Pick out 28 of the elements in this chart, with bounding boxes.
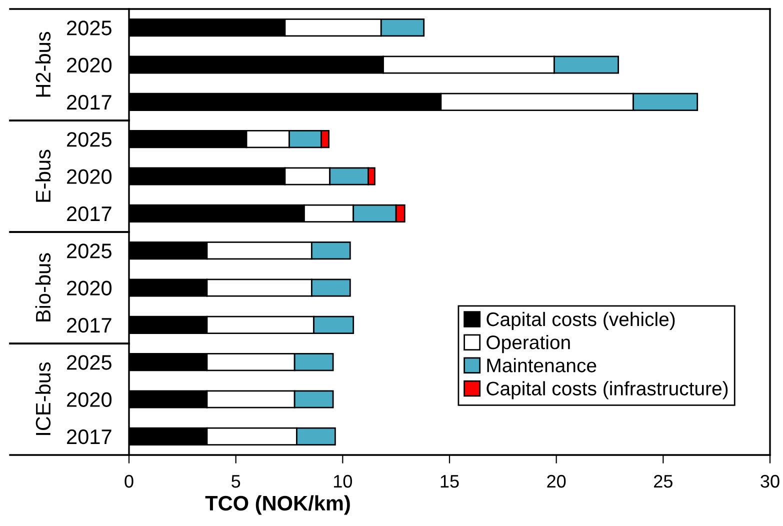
legend-label: Maintenance	[487, 358, 596, 372]
text: E-bus	[35, 150, 51, 202]
y-tick-label: 2025	[67, 244, 112, 258]
y-tick-label: 2025	[67, 132, 112, 147]
x-tick-label: 20	[547, 474, 566, 488]
legend-label: Operation	[486, 335, 570, 354]
legend-label: Capital costs (infrastructure)	[486, 381, 728, 400]
y-tick-label: 2020	[67, 169, 112, 184]
y-tick-label: 2025	[67, 355, 112, 370]
text: H2-bus	[35, 32, 51, 97]
y-tick-label: 2020	[67, 58, 112, 73]
x-tick-label: 10	[334, 474, 352, 488]
x-axis-title: TCO (NOK/km)	[205, 495, 350, 515]
y-tick-label: 2017	[67, 318, 112, 333]
x-tick-label: 15	[440, 475, 459, 488]
y-tick-label: 2020	[67, 392, 112, 408]
y-tick-label: 2017	[67, 429, 112, 444]
x-tick-label: 0	[124, 474, 134, 488]
y-tick-label: 2020	[67, 280, 112, 296]
y-tick-label: 2017	[67, 94, 112, 110]
legend-label: Capital costs (vehicle)	[486, 312, 675, 330]
text: ICE-bus	[35, 362, 51, 435]
y-tick-label: 2017	[67, 206, 112, 222]
y-tick-label: 2025	[67, 20, 112, 36]
x-tick-label: 25	[654, 474, 672, 488]
text: Bio-bus	[35, 253, 51, 322]
x-tick-label: 5	[232, 475, 240, 488]
x-tick-label: 30	[760, 474, 780, 488]
